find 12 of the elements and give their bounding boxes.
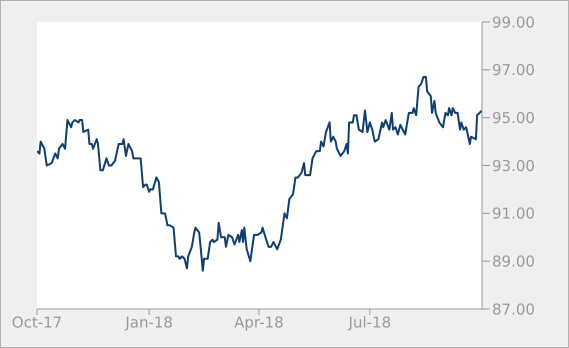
x-tick-label: Jan-18 [124, 314, 173, 332]
y-tick-label: 91.00 [492, 204, 535, 223]
y-tick-label: 95.00 [492, 108, 535, 127]
x-tick-label: Apr-18 [234, 314, 284, 332]
line-series [37, 76, 482, 272]
y-tick-label: 97.00 [492, 61, 535, 80]
y-tick-label: 99.00 [492, 13, 535, 32]
y-tick-label: 87.00 [492, 300, 535, 318]
x-tick-label: Jul-18 [348, 314, 392, 332]
x-tick-label: Oct-17 [12, 314, 62, 332]
y-tick-label: 93.00 [492, 156, 535, 175]
y-tick-label: 89.00 [492, 252, 535, 270]
